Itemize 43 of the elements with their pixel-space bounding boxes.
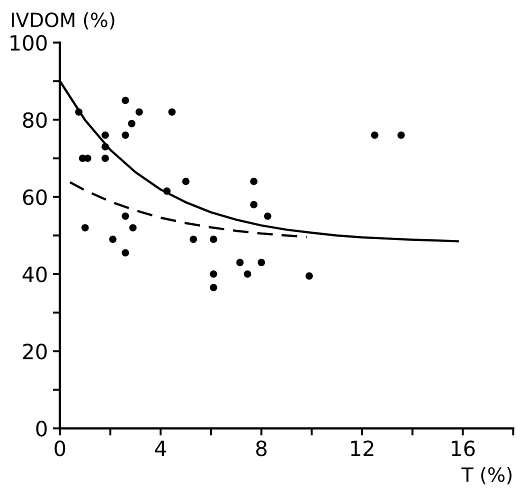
point xyxy=(122,249,130,257)
point xyxy=(122,212,130,220)
x-tick-label: 4 xyxy=(155,440,166,456)
y-tick-label: 80 xyxy=(23,112,47,128)
y-tick-label: 40 xyxy=(22,266,47,282)
point xyxy=(122,96,130,104)
y-tick-label: 0 xyxy=(36,420,47,437)
point xyxy=(182,178,190,186)
point xyxy=(264,212,272,220)
point xyxy=(128,120,136,128)
point xyxy=(136,108,143,116)
y-tick-label: 20 xyxy=(23,344,47,360)
point xyxy=(75,108,82,116)
point xyxy=(250,178,258,186)
point xyxy=(371,131,378,139)
point xyxy=(122,131,130,139)
x-tick-label: 8 xyxy=(256,440,267,456)
point xyxy=(102,143,109,150)
line-series xyxy=(68,181,308,238)
point xyxy=(190,236,198,243)
point xyxy=(250,200,258,208)
y-tick-label: 100 xyxy=(10,35,47,51)
point xyxy=(244,270,252,278)
point xyxy=(81,224,89,232)
point xyxy=(236,258,244,266)
point xyxy=(102,154,109,162)
x-tick-label: 16 xyxy=(452,440,475,456)
point xyxy=(163,187,171,195)
x-axis-title: T (%) xyxy=(461,466,512,484)
y-tick-label: 60 xyxy=(23,189,47,206)
point xyxy=(306,272,313,280)
point xyxy=(210,236,218,243)
x-tick-label: 0 xyxy=(54,440,66,456)
x-tick-label: 12 xyxy=(351,440,374,456)
point xyxy=(102,131,109,139)
point xyxy=(109,236,116,243)
point xyxy=(397,131,405,139)
point xyxy=(129,224,137,232)
point xyxy=(168,108,176,116)
point xyxy=(210,270,218,278)
y-axis-title: IVDOM (%) xyxy=(12,12,114,30)
point xyxy=(210,284,218,292)
point xyxy=(258,258,266,266)
